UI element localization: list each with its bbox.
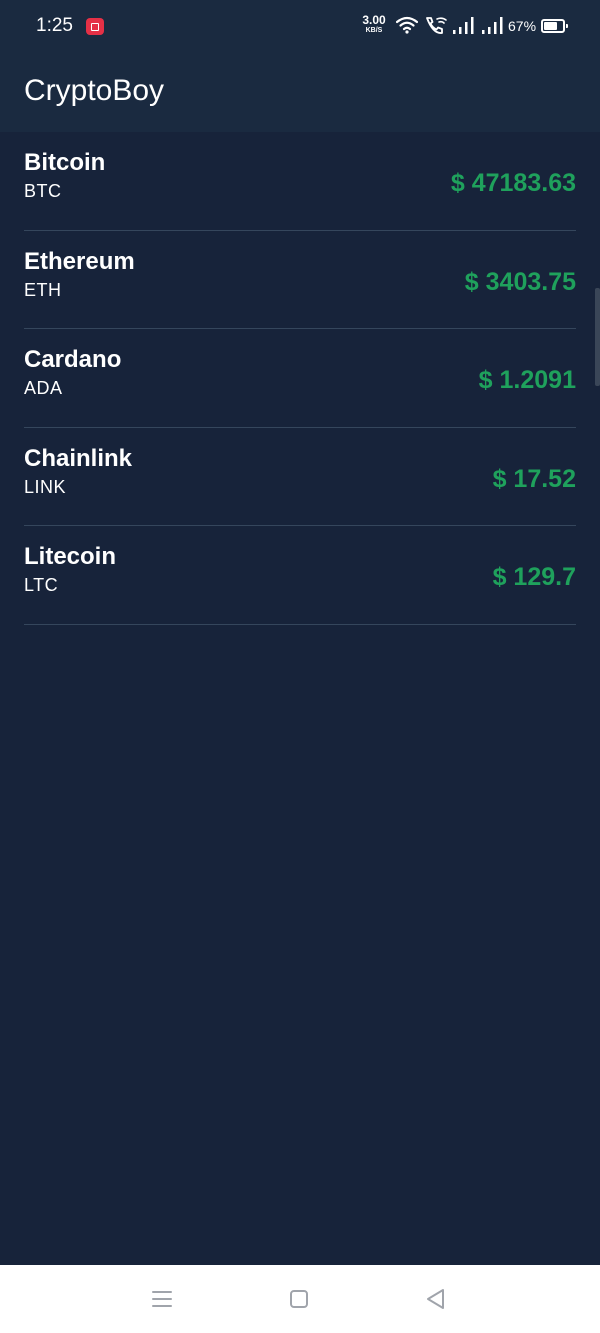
coin-row-ethereum[interactable]: Ethereum ETH $ 3403.75 — [24, 231, 576, 329]
coin-name: Chainlink — [24, 444, 133, 472]
navigation-bar — [0, 1265, 600, 1333]
network-speed-value: 3.00 — [362, 13, 386, 27]
status-time: 1:25 — [36, 15, 73, 36]
coin-name: Bitcoin — [24, 149, 106, 176]
coin-price: $ 17.52 — [492, 464, 576, 493]
coin-name: Cardano — [24, 346, 122, 373]
battery-percentage: 67% — [508, 18, 537, 34]
coin-symbol: LTC — [24, 575, 59, 595]
network-speed: 3.00 KB/S — [360, 14, 388, 34]
network-speed-unit: KB/S — [365, 27, 383, 34]
scrollbar[interactable] — [595, 288, 600, 386]
coin-symbol: LINK — [24, 476, 67, 497]
screen-record-icon — [86, 18, 104, 35]
wifi-call-icon — [426, 17, 447, 34]
app-title: CryptoBoy — [24, 74, 165, 107]
app-bar: CryptoBoy — [0, 54, 600, 132]
status-bar: 1:25 3.00 KB/S 67% — [0, 0, 600, 54]
coin-list: Bitcoin BTC $ 47183.63 Ethereum ETH $ 34… — [0, 132, 600, 625]
battery-icon — [541, 19, 568, 33]
wifi-icon — [396, 16, 418, 34]
coin-row-chainlink[interactable]: Chainlink LINK $ 17.52 — [24, 428, 576, 526]
coin-price: $ 1.2091 — [478, 366, 576, 394]
coin-row-litecoin[interactable]: Litecoin LTC $ 129.7 — [24, 526, 576, 625]
coin-row-bitcoin[interactable]: Bitcoin BTC $ 47183.63 — [24, 132, 576, 231]
coin-price: $ 47183.63 — [450, 169, 576, 197]
coin-price: $ 129.7 — [492, 563, 576, 591]
back-icon[interactable] — [425, 1288, 447, 1310]
signal-icon — [453, 17, 474, 34]
coin-row-cardano[interactable]: Cardano ADA $ 1.2091 — [24, 329, 576, 428]
menu-icon[interactable] — [152, 1291, 172, 1307]
home-icon[interactable] — [290, 1290, 308, 1308]
coin-price: $ 3403.75 — [464, 267, 576, 296]
signal-icon — [482, 17, 503, 34]
coin-name: Ethereum — [24, 247, 135, 275]
coin-name: Litecoin — [24, 543, 117, 570]
coin-symbol: BTC — [24, 181, 62, 201]
coin-symbol: ADA — [24, 378, 63, 398]
coin-symbol: ETH — [24, 279, 62, 300]
